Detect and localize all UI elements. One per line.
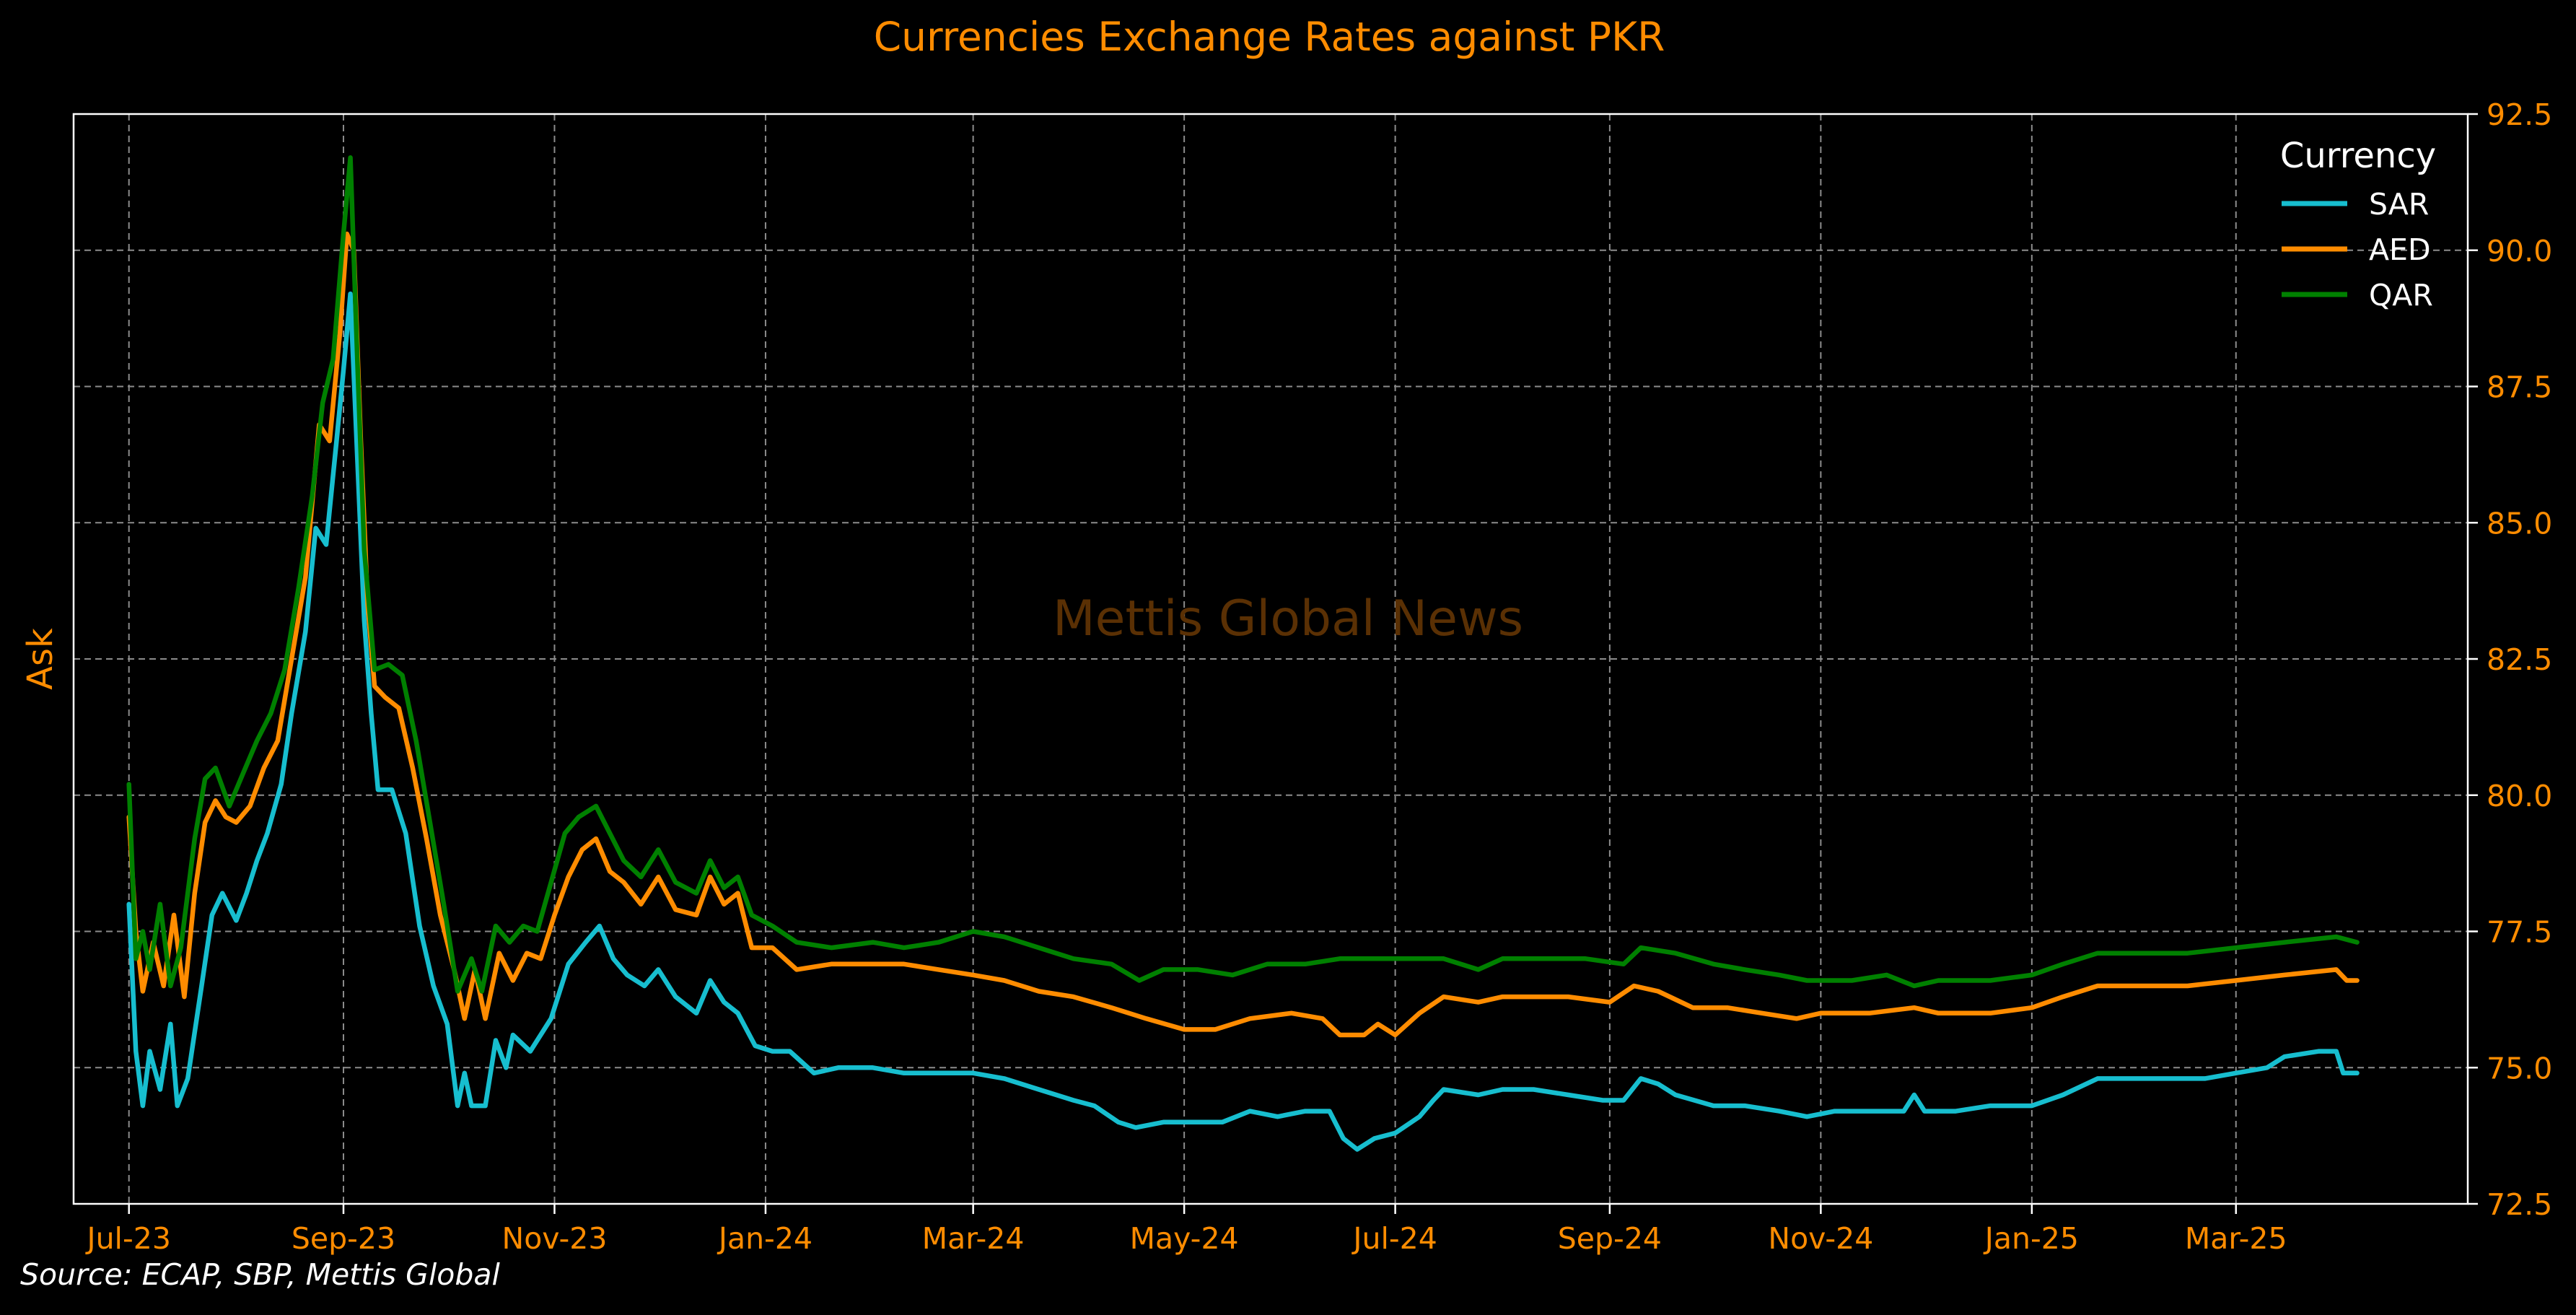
series-line-sar bbox=[126, 291, 2360, 1152]
y-tick-label: 80.0 bbox=[2487, 779, 2552, 813]
series-lines bbox=[126, 155, 2360, 1152]
x-tick-label: Nov-23 bbox=[502, 1221, 608, 1256]
series-line-qar bbox=[126, 155, 2360, 994]
legend-label-qar: QAR bbox=[2369, 278, 2433, 313]
legend-label-sar: SAR bbox=[2369, 187, 2429, 222]
y-axis-ticks: 72.5 75.0 77.5 80.0 82.5 85.0 87.5 90.0 92.5 bbox=[2468, 97, 2552, 1222]
source-note: Source: ECAP, SBP, Mettis Global bbox=[20, 1257, 501, 1292]
x-tick-label: May-24 bbox=[1130, 1221, 1239, 1256]
x-tick-label: Mar-25 bbox=[2185, 1221, 2287, 1256]
y-tick-label: 87.5 bbox=[2487, 370, 2552, 405]
legend: Currency SAR AED QAR bbox=[2280, 136, 2436, 313]
legend-title: Currency bbox=[2280, 136, 2436, 176]
y-axis-label: Ask bbox=[20, 628, 61, 690]
y-tick-label: 82.5 bbox=[2487, 642, 2552, 677]
x-tick-label: Sep-24 bbox=[1558, 1221, 1662, 1256]
x-tick-label: Jan-24 bbox=[717, 1221, 812, 1256]
y-tick-label: 90.0 bbox=[2487, 234, 2552, 268]
y-tick-label: 77.5 bbox=[2487, 915, 2552, 950]
y-tick-label: 85.0 bbox=[2487, 506, 2552, 541]
watermark-text: Mettis Global News bbox=[1053, 590, 1523, 647]
legend-items: SAR AED QAR bbox=[2282, 187, 2433, 313]
legend-label-aed: AED bbox=[2369, 232, 2431, 267]
x-tick-label: Sep-23 bbox=[292, 1221, 395, 1256]
y-tick-label: 92.5 bbox=[2487, 97, 2552, 132]
x-tick-label: Mar-24 bbox=[922, 1221, 1025, 1256]
chart-title: Currencies Exchange Rates against PKR bbox=[874, 14, 1665, 60]
x-tick-label: Jan-25 bbox=[1983, 1221, 2079, 1256]
x-axis-ticks: Jul-23 Sep-23 Nov-23 Jan-24 Mar-24 May-24 Jul-… bbox=[84, 1204, 2287, 1256]
x-tick-label: Jul-24 bbox=[1351, 1221, 1437, 1256]
x-tick-label: Nov-24 bbox=[1768, 1221, 1873, 1256]
y-tick-label: 75.0 bbox=[2487, 1051, 2552, 1085]
x-tick-label: Jul-23 bbox=[84, 1221, 170, 1256]
y-tick-label: 72.5 bbox=[2487, 1187, 2552, 1222]
